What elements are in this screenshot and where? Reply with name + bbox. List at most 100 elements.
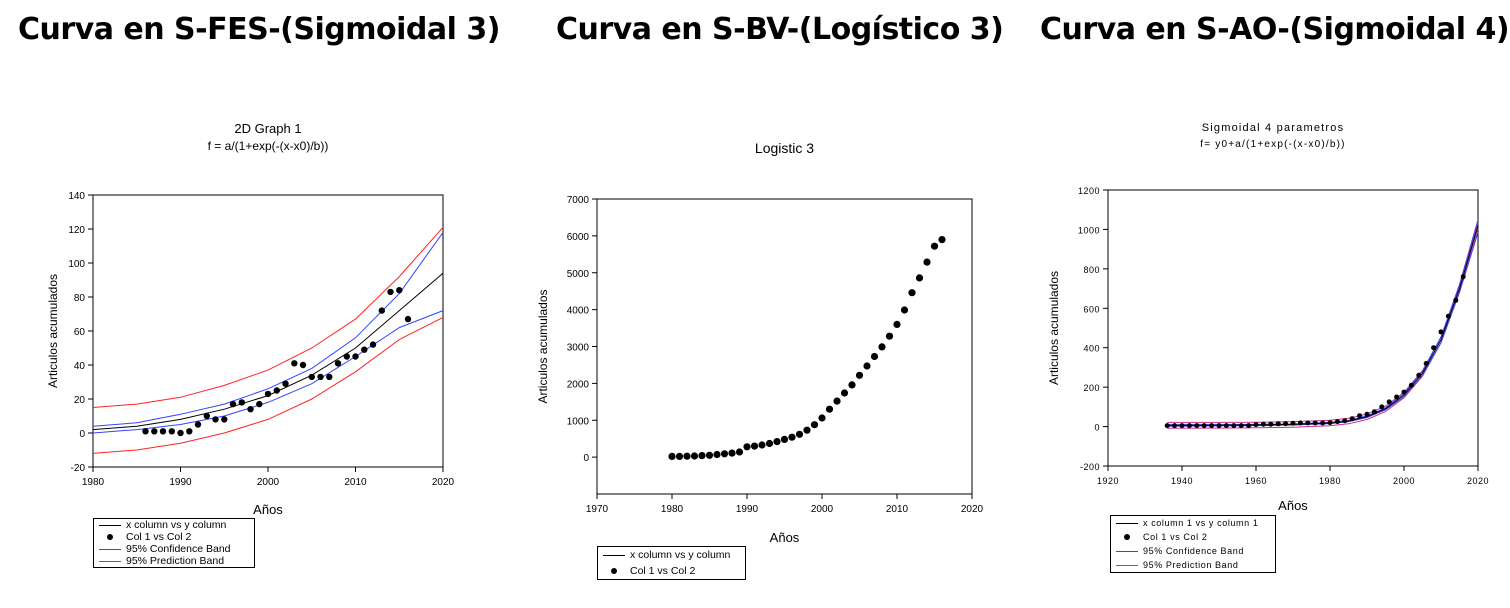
x-tick-label: 1970 bbox=[586, 504, 609, 515]
data-point bbox=[1194, 423, 1200, 429]
data-point bbox=[1179, 423, 1185, 429]
y-tick-label: 20 bbox=[74, 395, 86, 406]
data-point bbox=[735, 448, 744, 456]
prediction-band-lower bbox=[1167, 228, 1479, 429]
heading-logistic-3: Curva en S-BV-(Logístico 3) bbox=[556, 12, 1004, 47]
x-tick-label: 1960 bbox=[1245, 476, 1267, 486]
y-axis-label: Articulos acumulados bbox=[1047, 271, 1061, 385]
data-point bbox=[1312, 420, 1318, 426]
y-tick-label: 400 bbox=[1083, 344, 1100, 354]
chart-subtitle: f= y0+a/(1+exp(-(x-x0)/b)) bbox=[1200, 139, 1345, 150]
x-tick-label: 2020 bbox=[1467, 476, 1489, 486]
data-point bbox=[1438, 329, 1444, 335]
data-point bbox=[885, 332, 894, 340]
data-point bbox=[142, 428, 149, 435]
data-point bbox=[1260, 421, 1266, 427]
legend-item-fit: x column vs y column bbox=[94, 519, 254, 531]
data-point bbox=[1453, 297, 1459, 303]
data-point bbox=[378, 307, 385, 314]
heading-sigmoidal-3: Curva en S-FES-(Sigmoidal 3) bbox=[18, 12, 500, 47]
data-point bbox=[1386, 399, 1392, 405]
data-point bbox=[343, 353, 350, 360]
legend-label: 95% Prediction Band bbox=[1143, 560, 1239, 570]
legend-item-fit: x column vs y column bbox=[598, 547, 745, 563]
data-point bbox=[352, 353, 359, 360]
chart-subtitle: f = a/(1+exp(-(x-x0)/b)) bbox=[208, 139, 329, 153]
data-point bbox=[690, 452, 699, 460]
x-tick-label: 2000 bbox=[257, 477, 280, 488]
data-point bbox=[1275, 421, 1281, 427]
data-point bbox=[334, 360, 342, 367]
chart-2-legend: x column vs y column Col 1 vs Col 2 bbox=[597, 546, 746, 580]
legend-label: 95% Prediction Band bbox=[126, 555, 225, 567]
data-point bbox=[177, 429, 184, 437]
legend-item-data: Col 1 vs Col 2 bbox=[1111, 530, 1275, 544]
y-tick-label: 4000 bbox=[567, 306, 590, 317]
y-tick-label: 0 bbox=[79, 429, 85, 440]
y-tick-label: 6000 bbox=[567, 232, 590, 243]
legend-label: 95% Confidence Band bbox=[1143, 546, 1244, 556]
data-point bbox=[900, 306, 909, 314]
legend-label: 95% Confidence Band bbox=[126, 543, 231, 555]
data-point bbox=[1327, 420, 1333, 426]
chart-2-plot: Logistic 3 1970 1980 1990 2000 2010 2020 0 1000 2… bbox=[536, 140, 984, 545]
data-point bbox=[282, 380, 289, 387]
x-tick-label: 2010 bbox=[886, 504, 909, 515]
x-tick-label: 1980 bbox=[1319, 476, 1341, 486]
chart-3-plot: Sigmoidal 4 parametros f= y0+a/(1+exp(-(x… bbox=[1047, 122, 1489, 513]
data-point bbox=[168, 428, 175, 435]
data-point bbox=[795, 430, 804, 438]
data-point bbox=[1223, 423, 1229, 429]
y-axis-label: Articulos acumulados bbox=[46, 274, 60, 388]
data-point bbox=[221, 416, 228, 423]
data-point bbox=[1186, 423, 1192, 429]
data-point bbox=[1349, 416, 1355, 422]
data-point bbox=[683, 452, 691, 460]
legend-label: x column vs y column bbox=[126, 519, 227, 531]
y-tick-label: 7000 bbox=[567, 195, 590, 206]
data-point bbox=[151, 428, 158, 435]
data-point bbox=[1394, 394, 1400, 400]
data-point bbox=[159, 428, 167, 435]
data-point bbox=[908, 289, 916, 297]
x-tick-label: 2000 bbox=[1393, 476, 1415, 486]
chart-1-plot: 2D Graph 1 f = a/(1+exp(-(x-x0)/b)) 1980 19… bbox=[46, 121, 455, 517]
y-tick-label: 80 bbox=[74, 293, 86, 304]
legend-item-fit: x column 1 vs y column 1 bbox=[1111, 516, 1275, 530]
data-point bbox=[247, 406, 254, 413]
data-point bbox=[273, 387, 280, 394]
data-point bbox=[1357, 413, 1363, 419]
data-point bbox=[1238, 423, 1244, 429]
confidence-band-lower bbox=[92, 310, 444, 434]
y-tick-label: 100 bbox=[68, 259, 85, 270]
data-point bbox=[893, 320, 901, 328]
chart-3-legend: x column 1 vs y column 1 Col 1 vs Col 2 … bbox=[1110, 515, 1276, 573]
data-point bbox=[299, 361, 307, 369]
data-point bbox=[938, 236, 946, 244]
y-tick-label: 1000 bbox=[567, 416, 590, 427]
legend-label: Col 1 vs Col 2 bbox=[126, 531, 192, 543]
prediction-band-upper bbox=[1167, 222, 1479, 423]
data-point bbox=[720, 450, 729, 458]
data-point bbox=[1297, 420, 1303, 426]
x-tick-label: 1980 bbox=[82, 477, 105, 488]
heading-sigmoidal-4: Curva en S-AO-(Sigmoidal 4) bbox=[1040, 12, 1510, 47]
data-point bbox=[308, 373, 315, 381]
y-tick-label: 600 bbox=[1083, 304, 1100, 314]
data-point bbox=[396, 287, 403, 294]
y-tick-label: -20 bbox=[71, 463, 86, 474]
x-tick-label: 2020 bbox=[961, 504, 984, 515]
legend-item-confidence: 95% Confidence Band bbox=[94, 543, 254, 555]
data-point bbox=[1216, 423, 1222, 429]
data-point bbox=[765, 439, 774, 448]
confidence-band-upper bbox=[1167, 219, 1479, 426]
data-point bbox=[194, 421, 202, 428]
data-point bbox=[878, 343, 886, 351]
y-tick-label: 40 bbox=[74, 361, 86, 372]
plot-frame bbox=[1107, 189, 1479, 467]
data-point bbox=[1164, 423, 1170, 429]
data-point bbox=[1371, 409, 1377, 415]
y-tick-label: 200 bbox=[1083, 383, 1100, 393]
y-tick-label: 60 bbox=[74, 327, 86, 338]
legend-item-data: Col 1 vs Col 2 bbox=[94, 531, 254, 543]
